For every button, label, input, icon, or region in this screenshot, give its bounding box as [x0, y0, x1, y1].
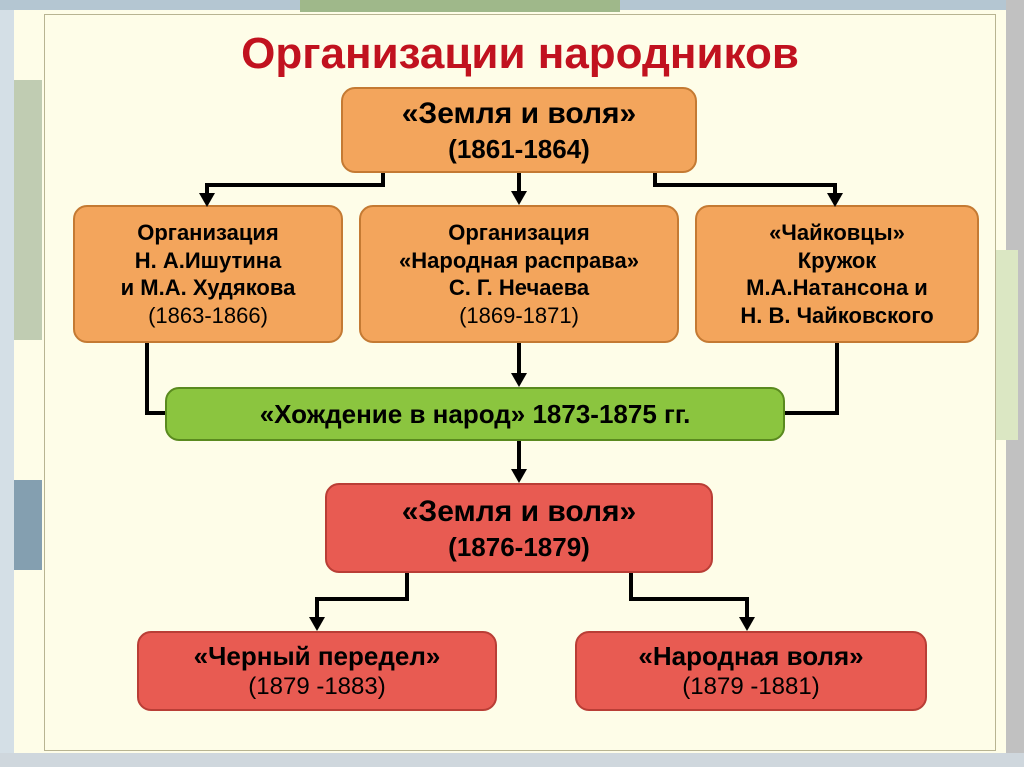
arrow [381, 173, 385, 187]
node-cherny-peredel: «Черный передел» (1879 -1883) [137, 631, 497, 711]
node-zemlya-i-volya-1876: «Земля и воля» (1876-1879) [325, 483, 713, 573]
arrow [405, 573, 409, 599]
arrow [653, 173, 657, 187]
arrow-head-icon [199, 193, 215, 207]
node-ishutin: Организация Н. А.Ишутина и М.А. Худякова… [73, 205, 343, 343]
arrow-head-icon [309, 617, 325, 631]
arrow [205, 183, 385, 187]
node-khozhdenie-v-narod: «Хождение в народ» 1873-1875 гг. [165, 387, 785, 441]
slide-content: Организации народников «Земля и воля» (1… [44, 14, 996, 751]
slide-title: Организации народников [45, 29, 995, 79]
arrow-head-icon [511, 469, 527, 483]
arrow [629, 573, 633, 599]
arrow [315, 597, 409, 601]
arrow [785, 411, 839, 415]
arrow [315, 597, 319, 619]
node-label: «Земля и воля» [402, 97, 637, 130]
arrow [835, 343, 839, 413]
arrow [145, 411, 165, 415]
node-narodnaya-volya: «Народная воля» (1879 -1881) [575, 631, 927, 711]
arrow [517, 343, 521, 375]
arrow-head-icon [511, 373, 527, 387]
arrow [145, 343, 149, 413]
arrow [517, 173, 521, 193]
arrow-head-icon [511, 191, 527, 205]
arrow [653, 183, 837, 187]
node-narodnaya-rasprava: Организация «Народная расправа» С. Г. Не… [359, 205, 679, 343]
arrow [629, 597, 749, 601]
arrow-head-icon [739, 617, 755, 631]
node-chaikovtsy: «Чайковцы» Кружок М.А.Натансона и Н. В. … [695, 205, 979, 343]
arrow [745, 597, 749, 619]
node-dates: (1861-1864) [448, 134, 590, 164]
node-zemlya-i-volya-1861: «Земля и воля» (1861-1864) [341, 87, 697, 173]
arrow-head-icon [827, 193, 843, 207]
arrow [517, 441, 521, 471]
